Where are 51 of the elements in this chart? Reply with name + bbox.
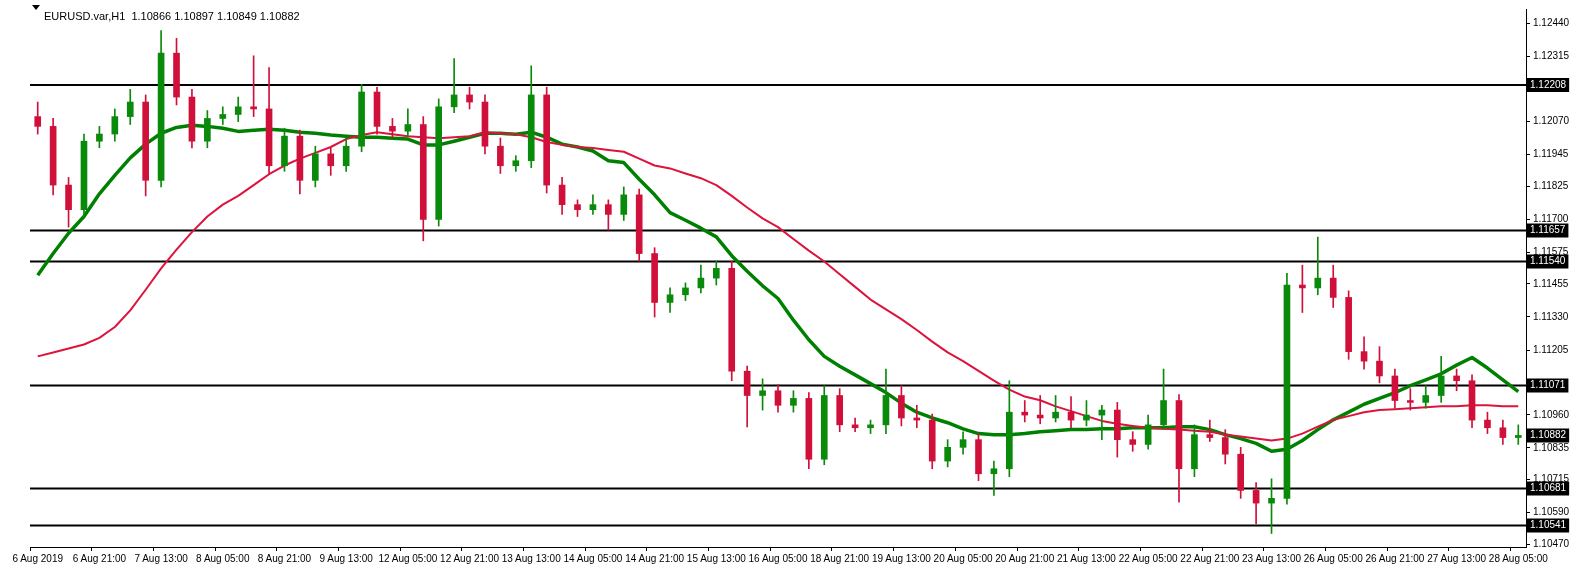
x-tick-label: 22 Aug 21:00 bbox=[1180, 552, 1240, 564]
x-tick-label: 8 Aug 05:00 bbox=[196, 552, 250, 564]
y-tick-label: 1.10960 bbox=[1533, 408, 1570, 420]
ref-line-label: 1.10681 bbox=[1530, 482, 1567, 494]
x-tick-label: 16 Aug 05:00 bbox=[748, 552, 808, 564]
y-tick-label: 1.11455 bbox=[1533, 277, 1569, 289]
x-tick-label: 7 Aug 13:00 bbox=[134, 552, 189, 564]
y-tick-label: 1.12440 bbox=[1533, 17, 1570, 29]
x-tick-label: 13 Aug 13:00 bbox=[501, 552, 562, 564]
x-tick-label: 27 Aug 13:00 bbox=[1427, 552, 1487, 564]
y-tick-label: 1.10590 bbox=[1533, 506, 1570, 518]
x-tick-label: 26 Aug 21:00 bbox=[1365, 552, 1425, 564]
x-tick-label: 6 Aug 21:00 bbox=[72, 552, 127, 564]
ref-line-label: 1.10541 bbox=[1530, 519, 1567, 531]
x-tick-label: 26 Aug 05:00 bbox=[1303, 552, 1364, 564]
x-tick-label: 6 Aug 2019 bbox=[12, 552, 64, 564]
x-tick-label: 22 Aug 05:00 bbox=[1118, 552, 1179, 564]
y-tick-label: 1.12315 bbox=[1533, 50, 1570, 62]
chart-title: EURUSD.var,H1 1.10866 1.10897 1.10849 1.10882 bbox=[44, 9, 300, 22]
x-tick-label: 20 Aug 21:00 bbox=[995, 552, 1055, 564]
x-tick-label: 15 Aug 13:00 bbox=[686, 552, 747, 564]
x-tick-label: 8 Aug 21:00 bbox=[257, 552, 312, 564]
ref-line-label: 1.11657 bbox=[1530, 224, 1566, 236]
candlestick bbox=[1514, 424, 1522, 445]
y-tick-label: 1.10835 bbox=[1533, 441, 1570, 453]
ref-line-label: 1.11071 bbox=[1530, 379, 1566, 391]
x-tick-label: 14 Aug 21:00 bbox=[625, 552, 685, 564]
x-tick-label: 12 Aug 21:00 bbox=[440, 552, 500, 564]
candlestick bbox=[990, 460, 998, 496]
y-tick-label: 1.10470 bbox=[1533, 538, 1570, 550]
x-tick-label: 28 Aug 05:00 bbox=[1488, 552, 1549, 564]
x-tick-label: 9 Aug 13:00 bbox=[319, 552, 374, 564]
x-tick-label: 21 Aug 13:00 bbox=[1056, 552, 1117, 564]
y-tick-label: 1.11700 bbox=[1533, 212, 1569, 224]
x-tick-label: 14 Aug 05:00 bbox=[563, 552, 623, 564]
y-tick-label: 1.10715 bbox=[1533, 473, 1570, 485]
x-tick-label: 19 Aug 13:00 bbox=[871, 552, 932, 564]
y-tick-label: 1.11825 bbox=[1533, 179, 1569, 191]
candlestick bbox=[1314, 236, 1322, 296]
annotation: 1.10882 bbox=[1530, 429, 1567, 441]
x-tick-label: 18 Aug 21:00 bbox=[810, 552, 870, 564]
ref-line-label: 1.12208 bbox=[1530, 78, 1567, 90]
y-tick-label: 1.11205 bbox=[1533, 343, 1569, 355]
y-tick-label: 1.12070 bbox=[1533, 115, 1570, 127]
y-tick-label: 1.11575 bbox=[1533, 245, 1569, 257]
x-tick-label: 12 Aug 05:00 bbox=[378, 552, 438, 564]
y-tick-label: 1.11945 bbox=[1533, 148, 1569, 160]
x-tick-label: 23 Aug 13:00 bbox=[1242, 552, 1302, 564]
ref-line-label: 1.11540 bbox=[1530, 255, 1566, 267]
y-tick-label: 1.11330 bbox=[1533, 310, 1569, 322]
x-tick-label: 20 Aug 05:00 bbox=[933, 552, 993, 564]
